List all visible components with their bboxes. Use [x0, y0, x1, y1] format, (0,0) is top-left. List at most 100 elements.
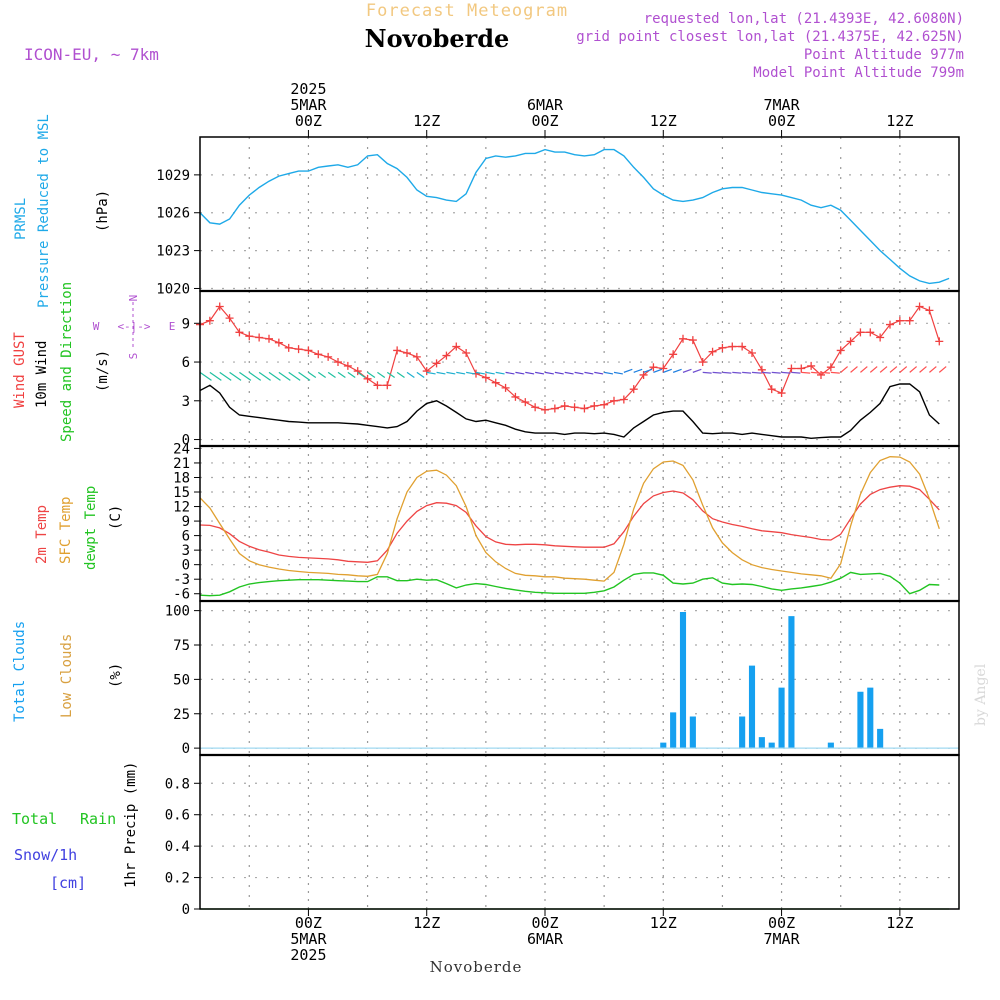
gust-marker — [462, 349, 471, 357]
wind-arrow — [544, 371, 554, 375]
time-label-bottom: 00Z — [295, 914, 322, 932]
gust-marker — [491, 378, 500, 387]
compass-south: S — [127, 353, 140, 360]
wind-arrow — [732, 371, 742, 374]
clouds-ytick-label: 0 — [182, 741, 190, 757]
gust-marker — [698, 358, 707, 367]
gust-marker — [225, 314, 234, 323]
gust-marker — [541, 405, 549, 414]
wind-arrow — [869, 366, 878, 373]
wind-unit: (m/s) — [95, 350, 111, 392]
low-clouds-label: Low Clouds — [59, 634, 75, 718]
t2m-label: 2m Temp — [34, 505, 50, 564]
time-label-top: 12Z — [886, 112, 913, 130]
gust-marker — [324, 352, 333, 361]
footer-location: Novoberde — [430, 958, 523, 976]
time-label-top: 00Z — [295, 112, 322, 130]
wind-arrow — [672, 368, 682, 373]
gust-marker — [343, 361, 352, 370]
precip-frame — [199, 754, 960, 910]
pressure-panel: 1020 1023 1026 1029 — [156, 137, 959, 297]
gust-marker — [274, 338, 283, 347]
cloud-bar — [679, 612, 687, 749]
snow-cm-label: [cm] — [50, 874, 86, 892]
gust-marker — [629, 385, 638, 394]
meteogram-title: Forecast Meteogram — [366, 1, 568, 21]
wind-arrow — [860, 366, 868, 373]
wind-arrow — [308, 371, 317, 379]
wind-arrow — [239, 371, 252, 381]
gust-marker — [679, 334, 687, 343]
precip-ytick-label: 0.8 — [165, 776, 190, 792]
wind-arrow — [830, 371, 840, 374]
time-label-top: 00Z — [768, 112, 795, 130]
wind-arrow — [820, 371, 831, 374]
gust-marker — [373, 381, 382, 390]
wind-arrow — [535, 371, 545, 375]
wind-arrow — [574, 371, 584, 375]
wind-dir-label: Speed and Direction — [59, 282, 75, 442]
wind-arrow — [426, 371, 436, 375]
gust-marker — [787, 364, 796, 373]
temp-ytick-label: 24 — [173, 441, 190, 457]
2m-temp-line — [199, 485, 940, 563]
cloud-bar — [778, 687, 785, 749]
gust-marker — [403, 349, 411, 357]
time-label-bottom: 6MAR — [527, 930, 564, 948]
wind-arrow — [288, 371, 301, 381]
wind-arrow — [554, 371, 564, 375]
wind-arrow — [929, 366, 937, 373]
cloud-bar — [827, 742, 834, 749]
gust-marker — [876, 333, 885, 342]
temp-ytick-label: -6 — [173, 587, 190, 603]
wind-arrow — [258, 371, 271, 381]
pressure-ytick-label: 1026 — [156, 206, 190, 222]
snow-label: Snow/1h — [14, 846, 77, 864]
wind-arrow — [377, 371, 386, 379]
cloud-bar — [748, 665, 756, 749]
wind-arrow — [653, 368, 663, 373]
wind-arrow — [327, 371, 336, 379]
wind-arrow — [722, 371, 732, 374]
wind-arrow — [495, 371, 505, 375]
gust-label: Wind GUST — [12, 332, 28, 408]
wind-arrow — [357, 371, 366, 379]
wind-arrow — [396, 371, 405, 379]
wind-arrow — [406, 371, 415, 379]
wind-arrow — [889, 366, 898, 373]
wind-ytick-label: 0 — [182, 433, 190, 449]
temp-ytick-label: 15 — [173, 485, 190, 501]
wind-arrow — [485, 371, 495, 375]
gust-marker — [560, 401, 569, 410]
time-label-bottom: 12Z — [886, 914, 913, 932]
wind-arrow — [751, 371, 762, 374]
precip-panel: 0 0.2 0.4 0.6 0.8 — [165, 755, 959, 918]
time-label-top: 5MAR — [290, 96, 327, 114]
wind-arrow — [633, 368, 643, 373]
wind-arrow — [742, 371, 752, 374]
wind-arrow — [791, 371, 801, 374]
pressure-sub-label: Pressure Reduced to MSL — [36, 114, 52, 308]
gust-marker — [511, 392, 520, 401]
compass-east: E — [169, 320, 176, 333]
wind-arrow — [879, 366, 888, 373]
gust-marker — [205, 316, 214, 325]
temp-ytick-label: 9 — [182, 514, 190, 530]
gust-marker — [767, 385, 776, 394]
10m-wind-line — [199, 383, 940, 440]
cloud-bar — [867, 687, 874, 749]
wind-arrow — [278, 371, 291, 381]
time-label-top: 12Z — [413, 112, 440, 130]
gust-marker — [619, 395, 628, 404]
gust-marker — [393, 346, 402, 355]
wind-arrow — [337, 371, 346, 379]
wind-arrow — [367, 371, 376, 379]
wind-arrow — [663, 368, 672, 373]
gust-marker — [383, 381, 392, 390]
wind-panel: 0 3 6 9 — [182, 291, 959, 449]
total-clouds-label: Total Clouds — [12, 621, 28, 722]
compass-axis: <-|-> — [117, 320, 150, 333]
gust-marker — [521, 398, 530, 407]
wind-arrow — [505, 371, 515, 375]
